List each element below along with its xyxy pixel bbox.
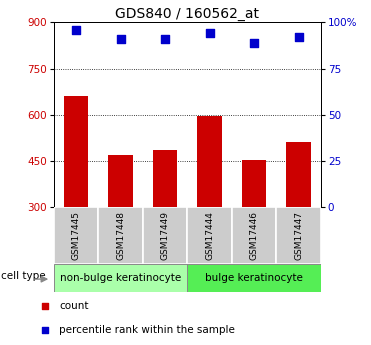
Bar xyxy=(143,207,187,264)
Text: GSM17446: GSM17446 xyxy=(250,211,259,260)
Text: non-bulge keratinocyte: non-bulge keratinocyte xyxy=(60,273,181,283)
Bar xyxy=(108,155,133,207)
Point xyxy=(251,40,257,46)
Point xyxy=(207,31,213,36)
Text: GSM17447: GSM17447 xyxy=(294,211,303,260)
Bar xyxy=(276,207,321,264)
Text: count: count xyxy=(59,302,89,312)
Text: percentile rank within the sample: percentile rank within the sample xyxy=(59,325,235,335)
Bar xyxy=(54,264,187,292)
Point xyxy=(162,36,168,42)
Point xyxy=(42,327,47,333)
Bar xyxy=(153,150,177,207)
Text: cell type: cell type xyxy=(1,272,46,281)
Bar xyxy=(187,264,321,292)
Point xyxy=(118,36,124,42)
Text: bulge keratinocyte: bulge keratinocyte xyxy=(205,273,303,283)
Bar xyxy=(54,207,98,264)
Text: GSM17448: GSM17448 xyxy=(116,211,125,260)
Bar xyxy=(232,207,276,264)
Bar xyxy=(187,207,232,264)
Bar xyxy=(64,96,88,207)
Text: GSM17445: GSM17445 xyxy=(72,211,81,260)
Title: GDS840 / 160562_at: GDS840 / 160562_at xyxy=(115,7,259,21)
Point xyxy=(296,34,302,40)
Text: GSM17444: GSM17444 xyxy=(205,211,214,260)
Bar xyxy=(98,207,143,264)
Bar xyxy=(242,160,266,207)
Text: GSM17449: GSM17449 xyxy=(161,211,170,260)
Point xyxy=(73,27,79,32)
Bar xyxy=(197,116,222,207)
Bar xyxy=(286,142,311,207)
Point xyxy=(42,304,47,309)
